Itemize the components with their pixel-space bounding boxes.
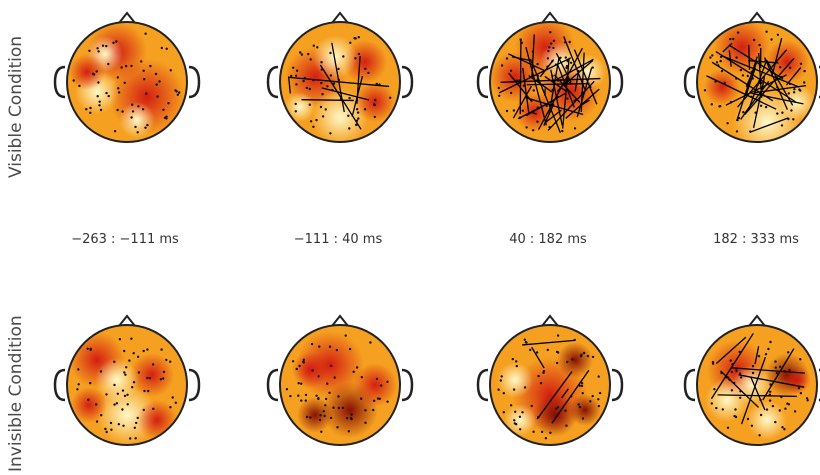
time-window-label-2: −111 : 40 ms (293, 232, 383, 247)
head-outline (279, 324, 401, 446)
ear-left (683, 368, 696, 402)
time-window-label-3: 40 : 182 ms (509, 232, 587, 247)
nose (541, 314, 559, 327)
topomap-head-2 (266, 11, 414, 143)
ear-left (266, 65, 279, 99)
time-window-label-1: −263 : −111 ms (71, 232, 179, 247)
ear-left (53, 65, 66, 99)
ear-right (188, 368, 201, 402)
head-outline (696, 21, 818, 143)
ear-left (476, 65, 489, 99)
ear-right (611, 65, 624, 99)
time-window-label-4: 182 : 333 ms (713, 232, 799, 247)
head-outline (66, 324, 188, 446)
ear-right (611, 368, 624, 402)
ear-right (188, 65, 201, 99)
head-outline (279, 21, 401, 143)
ear-right (401, 368, 414, 402)
topomap-head-8 (683, 314, 820, 446)
topomap-head-5 (53, 314, 201, 446)
nose (331, 11, 349, 24)
nose (331, 314, 349, 327)
topomap-head-4 (683, 11, 820, 143)
topomap-head-6 (266, 314, 414, 446)
head-outline (66, 21, 188, 143)
ear-left (683, 65, 696, 99)
head-outline (489, 324, 611, 446)
head-outline (489, 21, 611, 143)
ear-left (476, 368, 489, 402)
nose (541, 11, 559, 24)
head-outline (696, 324, 818, 446)
ear-right (401, 65, 414, 99)
ear-left (53, 368, 66, 402)
nose (118, 314, 136, 327)
topomap-head-1 (53, 11, 201, 143)
nose (748, 11, 766, 24)
topomap-head-3 (476, 11, 624, 143)
nose (118, 11, 136, 24)
topomap-head-7 (476, 314, 624, 446)
ear-left (266, 368, 279, 402)
nose (748, 314, 766, 327)
